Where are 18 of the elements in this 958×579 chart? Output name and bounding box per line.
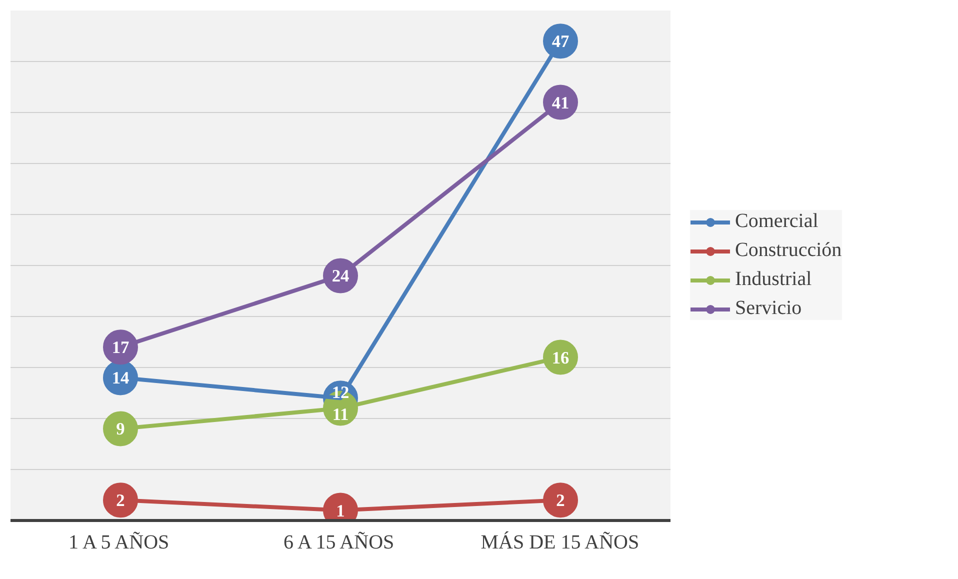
data-label: 9 bbox=[116, 420, 126, 439]
data-label: 16 bbox=[552, 348, 570, 368]
data-label: 47 bbox=[552, 32, 570, 52]
data-label: 1 bbox=[336, 501, 345, 520]
x-tick-label: MÁS DE 15 AÑOS bbox=[480, 530, 640, 554]
legend-label: Servicio bbox=[735, 297, 802, 320]
data-label: 14 bbox=[112, 368, 130, 388]
data-label: 41 bbox=[552, 93, 570, 112]
x-tick-label: 6 A 15 AÑOS bbox=[284, 532, 394, 554]
data-label: 2 bbox=[556, 491, 565, 510]
x-tick-label: 1 A 5 AÑOS bbox=[68, 532, 170, 554]
legend-label: Comercial bbox=[735, 210, 818, 233]
data-label: 17 bbox=[112, 338, 130, 358]
legend-label: Construcción bbox=[735, 239, 842, 262]
data-label: 24 bbox=[332, 266, 350, 286]
legend-label: Industrial bbox=[735, 268, 812, 291]
data-label: 11 bbox=[332, 405, 349, 424]
data-label: 2 bbox=[116, 491, 125, 510]
